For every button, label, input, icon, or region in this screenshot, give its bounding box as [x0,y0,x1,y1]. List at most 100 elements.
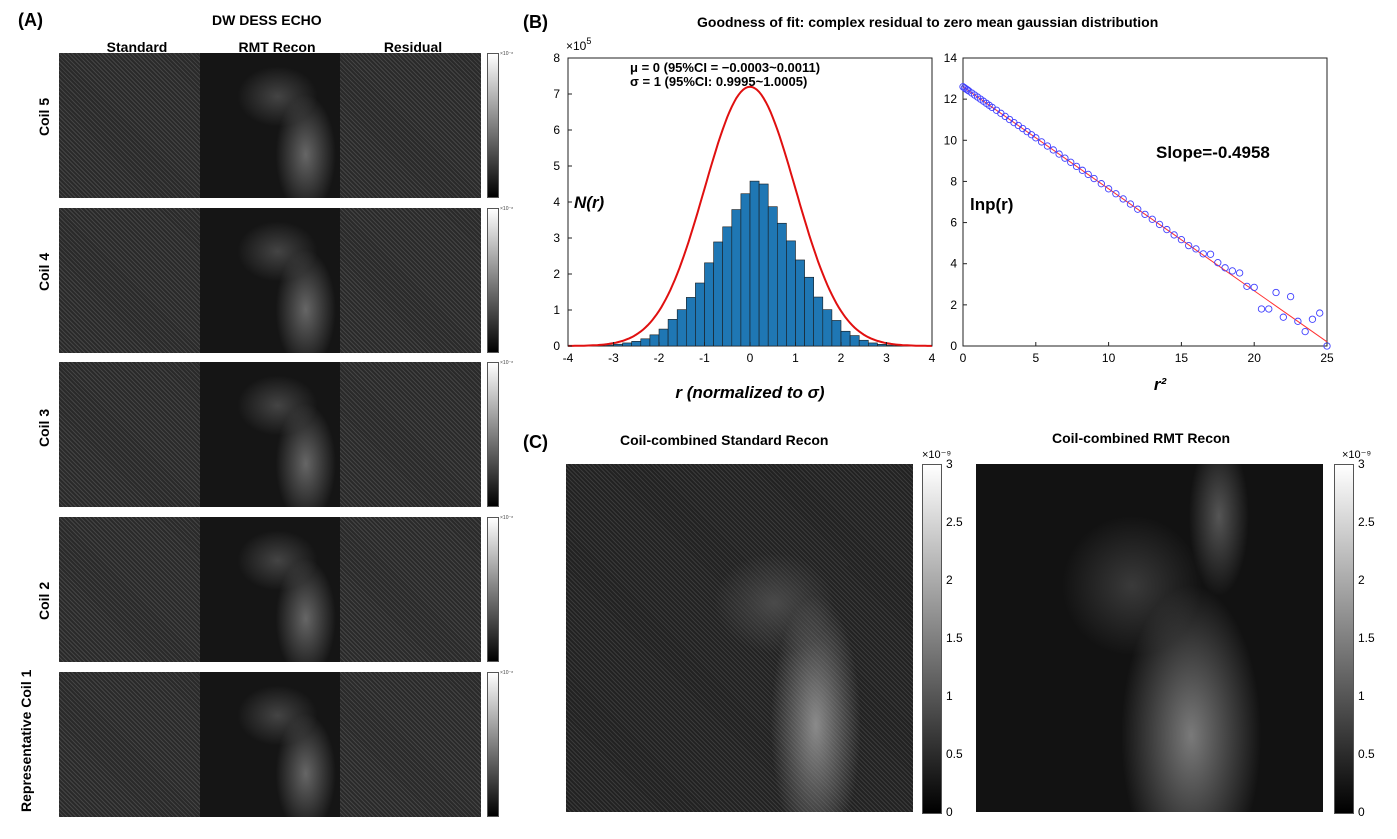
scatter-point [1272,288,1280,297]
scatter-point [1126,200,1135,208]
scatter-point [1032,134,1040,142]
histogram-bar [804,276,815,347]
histogram-bar [686,297,696,347]
scatter-point [1250,283,1258,292]
colorbar-exponent-coil-3: ×10⁻⁸ [500,360,514,366]
y-tick-label: 3 [553,231,560,245]
rmt-colorbar-exponent: ×10⁻⁹ [1342,449,1372,461]
scatter-point [1228,267,1237,275]
combined-rmt-colorbar [1334,464,1354,814]
colorbar-exponent-coil-4: ×10⁻⁸ [500,206,514,212]
colorbar-tick-label: 1 [1358,689,1365,703]
column-header-residual: Residual [383,39,443,55]
y-tick-label: 1 [553,303,560,317]
scatter-point [1243,282,1251,290]
colorbar-tick-label: 0 [946,805,953,819]
y-tick-label: 12 [944,92,958,106]
colorbar-coil-1 [487,672,499,817]
histogram-bar [667,319,678,347]
histogram-bar [786,240,796,347]
scatter-point [1072,162,1081,171]
histogram-bar [867,342,878,347]
scatter-point [1078,166,1087,174]
histogram-bar [822,309,833,347]
histogram-bar [658,328,669,347]
histogram-bar [767,206,778,347]
scatter-point [1257,305,1266,313]
slope-annotation: Slope=-0.4958 [1156,143,1270,162]
histogram-bar [731,209,742,347]
image-coil-5-residual [340,53,481,198]
scatter-point [1316,309,1324,317]
histogram-bar [749,180,760,347]
scatter-points [959,83,1331,350]
x-tick-label: 15 [1175,351,1189,365]
x-tick-label: -1 [699,351,710,365]
histogram-bar [622,342,632,347]
x-tick-label: 1 [792,351,799,365]
image-coil-2-standard [59,517,200,662]
histogram-ticks: -4 -3 -2 -1 0 1 2 3 4 0 1 2 3 4 5 6 7 8 [553,51,935,365]
panel-a-title: DW DESS ECHO [212,12,322,28]
image-coil-3-standard [59,362,200,507]
colorbar-coil-5 [487,53,499,198]
scatter-point [1055,150,1063,158]
row-label-coil-5: Coil 5 [36,97,52,136]
scatter-point [1134,205,1142,213]
panel-c-label: (C) [523,432,548,452]
x-tick-label: 5 [1032,351,1039,365]
row-label-coil-1: Representative Coil 1 [18,669,34,812]
scatter-point [1265,305,1273,313]
colorbar-exponent-coil-2: ×10⁻⁸ [500,515,514,521]
image-coil-4-rmt [200,208,341,353]
histogram-bar [849,335,860,347]
colorbar-coil-4 [487,208,499,353]
scatter-point [1301,327,1309,336]
y-tick-label: 8 [553,51,560,65]
scatter-point [1090,174,1098,183]
x-tick-label: 3 [883,351,890,365]
x-tick-label: -4 [563,351,574,365]
y-tick-label: 6 [950,216,957,230]
colorbar-tick-label: 1 [946,689,953,703]
colorbar-tick-label: 0.5 [946,747,963,761]
sigma-stat: σ = 1 (95%CI: 0.9995~1.0005) [630,74,807,89]
y-tick-label: 7 [553,87,560,101]
y-tick-label: 10 [944,133,958,147]
scatter-point [1067,158,1075,166]
colorbar-tick-label: 2 [946,573,953,587]
row-label-coil-4: Coil 4 [36,252,52,291]
colorbar-tick-label: 2.5 [1358,515,1375,529]
image-coil-5-rmt [200,53,341,198]
row-label-coil-2: Coil 2 [36,581,52,620]
panel-b-label: (B) [523,12,548,32]
scatter-point [1037,138,1046,146]
colorbar-tick-label: 0.5 [1358,747,1375,761]
histogram-bar [877,344,887,347]
colorbar-coil-3 [487,362,499,507]
image-coil-2-rmt [200,517,341,662]
colorbar-tick-label: 2 [1358,573,1365,587]
image-coil-4-standard [59,208,200,353]
colorbar-tick-label: 2.5 [946,515,963,529]
standard-colorbar-exponent: ×10⁻⁹ [922,449,952,461]
histogram-bar [640,338,651,347]
y-tick-label: 6 [553,123,560,137]
panel-c-left-title: Coil-combined Standard Recon [620,432,829,448]
histogram-bar [813,296,824,347]
colorbar-exponent-coil-1: ×10⁻⁸ [500,670,514,676]
histogram-x-label: r (normalized to σ) [675,383,825,402]
x-tick-label: 10 [1102,351,1116,365]
panel-b-title: Goodness of fit: complex residual to zer… [697,14,1159,30]
image-coil-1-rmt [200,672,341,817]
histogram-bar [758,183,769,347]
histogram-bar [613,343,623,347]
histogram-bar [676,309,687,347]
scatter-point [1112,190,1120,198]
y-tick-label: 2 [553,267,560,281]
scatter-ticks: 0 5 10 15 20 25 0 2 4 6 8 10 12 14 [944,51,1334,365]
scatter-plot-area [962,57,1328,347]
row-label-coil-3: Coil 3 [36,408,52,447]
histogram-scale: ×105 [566,36,591,53]
y-tick-label: 0 [553,339,560,353]
